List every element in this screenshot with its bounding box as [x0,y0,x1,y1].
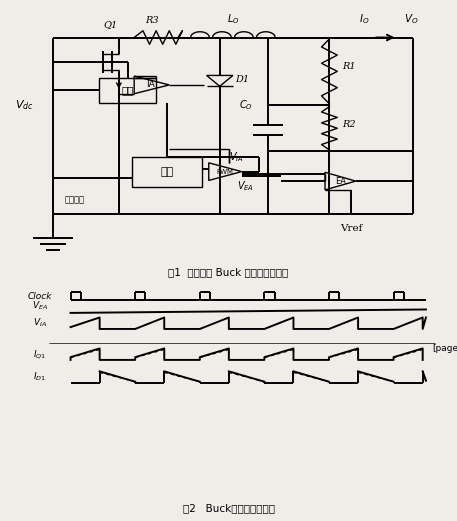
Text: [page]: [page] [432,344,457,353]
Text: IA: IA [147,80,155,90]
Text: $V_{dc}$: $V_{dc}$ [15,98,34,112]
Text: $V_O$: $V_O$ [404,13,419,27]
Text: R1: R1 [343,61,356,71]
Text: 驱动: 驱动 [122,85,134,95]
Text: $V_{EA}$: $V_{EA}$ [237,180,255,193]
Text: 图2   Buck变换器的波形图: 图2 Buck变换器的波形图 [182,503,275,513]
Text: Q1: Q1 [103,20,117,29]
Text: $V_{IA}$: $V_{IA}$ [33,317,47,329]
Text: $V_{EA}$: $V_{EA}$ [32,299,48,312]
Text: D1: D1 [235,75,249,84]
Text: $L_O$: $L_O$ [227,13,239,27]
Text: $V_{IA}$: $V_{IA}$ [228,150,243,164]
Text: $I_O$: $I_O$ [359,13,370,27]
Text: 时钟信号: 时钟信号 [65,195,85,205]
Text: $I_{Q1}$: $I_{Q1}$ [33,348,47,361]
Text: R2: R2 [343,120,356,129]
FancyBboxPatch shape [99,78,156,103]
Text: 图1  电流模式 Buck 开关电源原理图: 图1 电流模式 Buck 开关电源原理图 [168,267,289,277]
Text: EA: EA [335,177,346,185]
Text: 锁存: 锁存 [160,167,174,177]
Text: PWM: PWM [217,169,234,175]
Text: $I_{D1}$: $I_{D1}$ [33,371,46,383]
Text: Vref: Vref [340,225,362,233]
Text: Clock: Clock [27,292,52,301]
Text: R3: R3 [145,16,159,24]
Text: $C_O$: $C_O$ [239,98,253,112]
FancyBboxPatch shape [132,157,202,187]
